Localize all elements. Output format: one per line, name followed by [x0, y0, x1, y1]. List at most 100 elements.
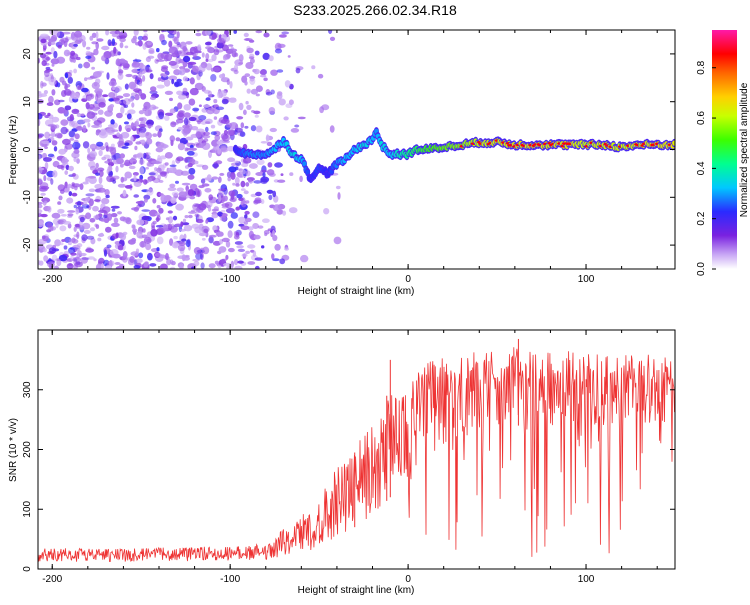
colorbar-tick-label: 0.4	[696, 161, 707, 175]
noise-speck	[147, 108, 152, 116]
noise-speck	[102, 214, 108, 219]
noise-speck	[91, 32, 97, 38]
noise-speck	[166, 258, 172, 266]
noise-speck	[79, 252, 87, 257]
noise-speck	[99, 124, 102, 128]
noise-speck	[138, 123, 147, 128]
noise-speck	[239, 169, 246, 175]
spectrogram-x-label: Height of straight line (km)	[298, 286, 415, 297]
noise-speck	[238, 62, 243, 65]
noise-speck	[56, 164, 64, 169]
snr-x-tick-label: -100	[220, 574, 240, 585]
noise-speck	[63, 245, 68, 250]
noise-speck	[115, 165, 119, 173]
noise-speck	[208, 263, 216, 269]
noise-speck	[212, 163, 220, 169]
noise-speck	[108, 98, 114, 102]
noise-speck	[198, 64, 206, 73]
noise-speck	[123, 121, 130, 125]
noise-speck	[221, 212, 228, 217]
noise-speck	[218, 117, 228, 124]
noise-speck	[156, 48, 160, 53]
noise-speck	[184, 158, 189, 163]
noise-speck	[189, 147, 197, 151]
noise-speck	[124, 83, 129, 90]
noise-speck	[182, 218, 187, 223]
noise-speck	[98, 176, 103, 185]
noise-speck	[80, 113, 85, 117]
noise-speck	[75, 223, 81, 229]
noise-speck	[67, 213, 74, 217]
noise-speck	[85, 248, 94, 253]
noise-speck	[217, 176, 222, 183]
noise-speck	[51, 89, 56, 96]
noise-speck	[125, 217, 132, 225]
noise-speck	[64, 105, 72, 111]
noise-speck	[60, 126, 68, 135]
noise-speck	[177, 142, 185, 151]
noise-speck	[181, 254, 186, 262]
noise-speck	[112, 179, 117, 184]
noise-speck	[73, 30, 83, 38]
noise-speck	[226, 171, 232, 178]
noise-speck	[184, 215, 189, 219]
noise-speck	[133, 174, 137, 182]
noise-speck	[152, 133, 158, 138]
noise-speck	[248, 39, 255, 43]
noise-speck	[248, 230, 254, 239]
noise-speck	[110, 213, 118, 218]
noise-speck	[241, 200, 247, 208]
noise-speck	[218, 188, 227, 191]
snr-x-tick-label: 0	[405, 574, 411, 585]
noise-speck	[223, 46, 230, 50]
noise-speck	[44, 69, 50, 78]
noise-speck	[128, 165, 136, 170]
noise-speck	[93, 48, 99, 56]
noise-speck	[192, 65, 199, 73]
noise-speck	[120, 131, 130, 139]
noise-speck	[124, 142, 130, 146]
noise-speck	[152, 198, 157, 204]
noise-speck	[280, 173, 284, 177]
noise-speck	[122, 93, 131, 98]
noise-speck	[244, 80, 248, 86]
noise-speck	[85, 102, 90, 110]
noise-speck	[142, 75, 146, 82]
noise-speck	[193, 247, 201, 255]
noise-speck	[208, 194, 213, 201]
noise-speck	[114, 85, 122, 92]
noise-speck	[38, 204, 43, 209]
noise-speck	[200, 178, 206, 184]
noise-speck	[178, 191, 188, 198]
noise-speck	[142, 35, 148, 41]
noise-speck	[217, 148, 222, 155]
noise-speck	[156, 236, 164, 245]
noise-speck	[119, 153, 126, 159]
noise-speck	[53, 146, 58, 152]
noise-speck	[44, 200, 48, 204]
noise-speck	[185, 239, 191, 248]
noise-speck	[106, 213, 113, 221]
noise-speck	[38, 209, 43, 214]
snr-panel: -200 -100 0 100 0 100 200 300 Height of straig…	[8, 329, 676, 596]
noise-speck	[132, 172, 139, 176]
noise-speck	[192, 203, 201, 211]
noise-speck	[227, 220, 234, 229]
noise-speck	[335, 185, 341, 190]
noise-speck	[68, 247, 76, 255]
noise-speck	[212, 210, 216, 214]
noise-speck	[134, 93, 140, 101]
noise-speck	[82, 118, 91, 123]
noise-speck	[212, 240, 221, 246]
noise-speck	[246, 88, 251, 94]
noise-speck	[246, 47, 254, 54]
noise-speck	[38, 147, 44, 154]
noise-speck	[49, 73, 53, 77]
noise-speck	[241, 253, 248, 257]
noise-speck	[111, 81, 115, 86]
noise-speck	[91, 41, 98, 45]
noise-speck	[197, 136, 204, 144]
noise-speck	[189, 195, 196, 200]
noise-speck	[111, 208, 116, 212]
noise-speck	[87, 256, 95, 260]
